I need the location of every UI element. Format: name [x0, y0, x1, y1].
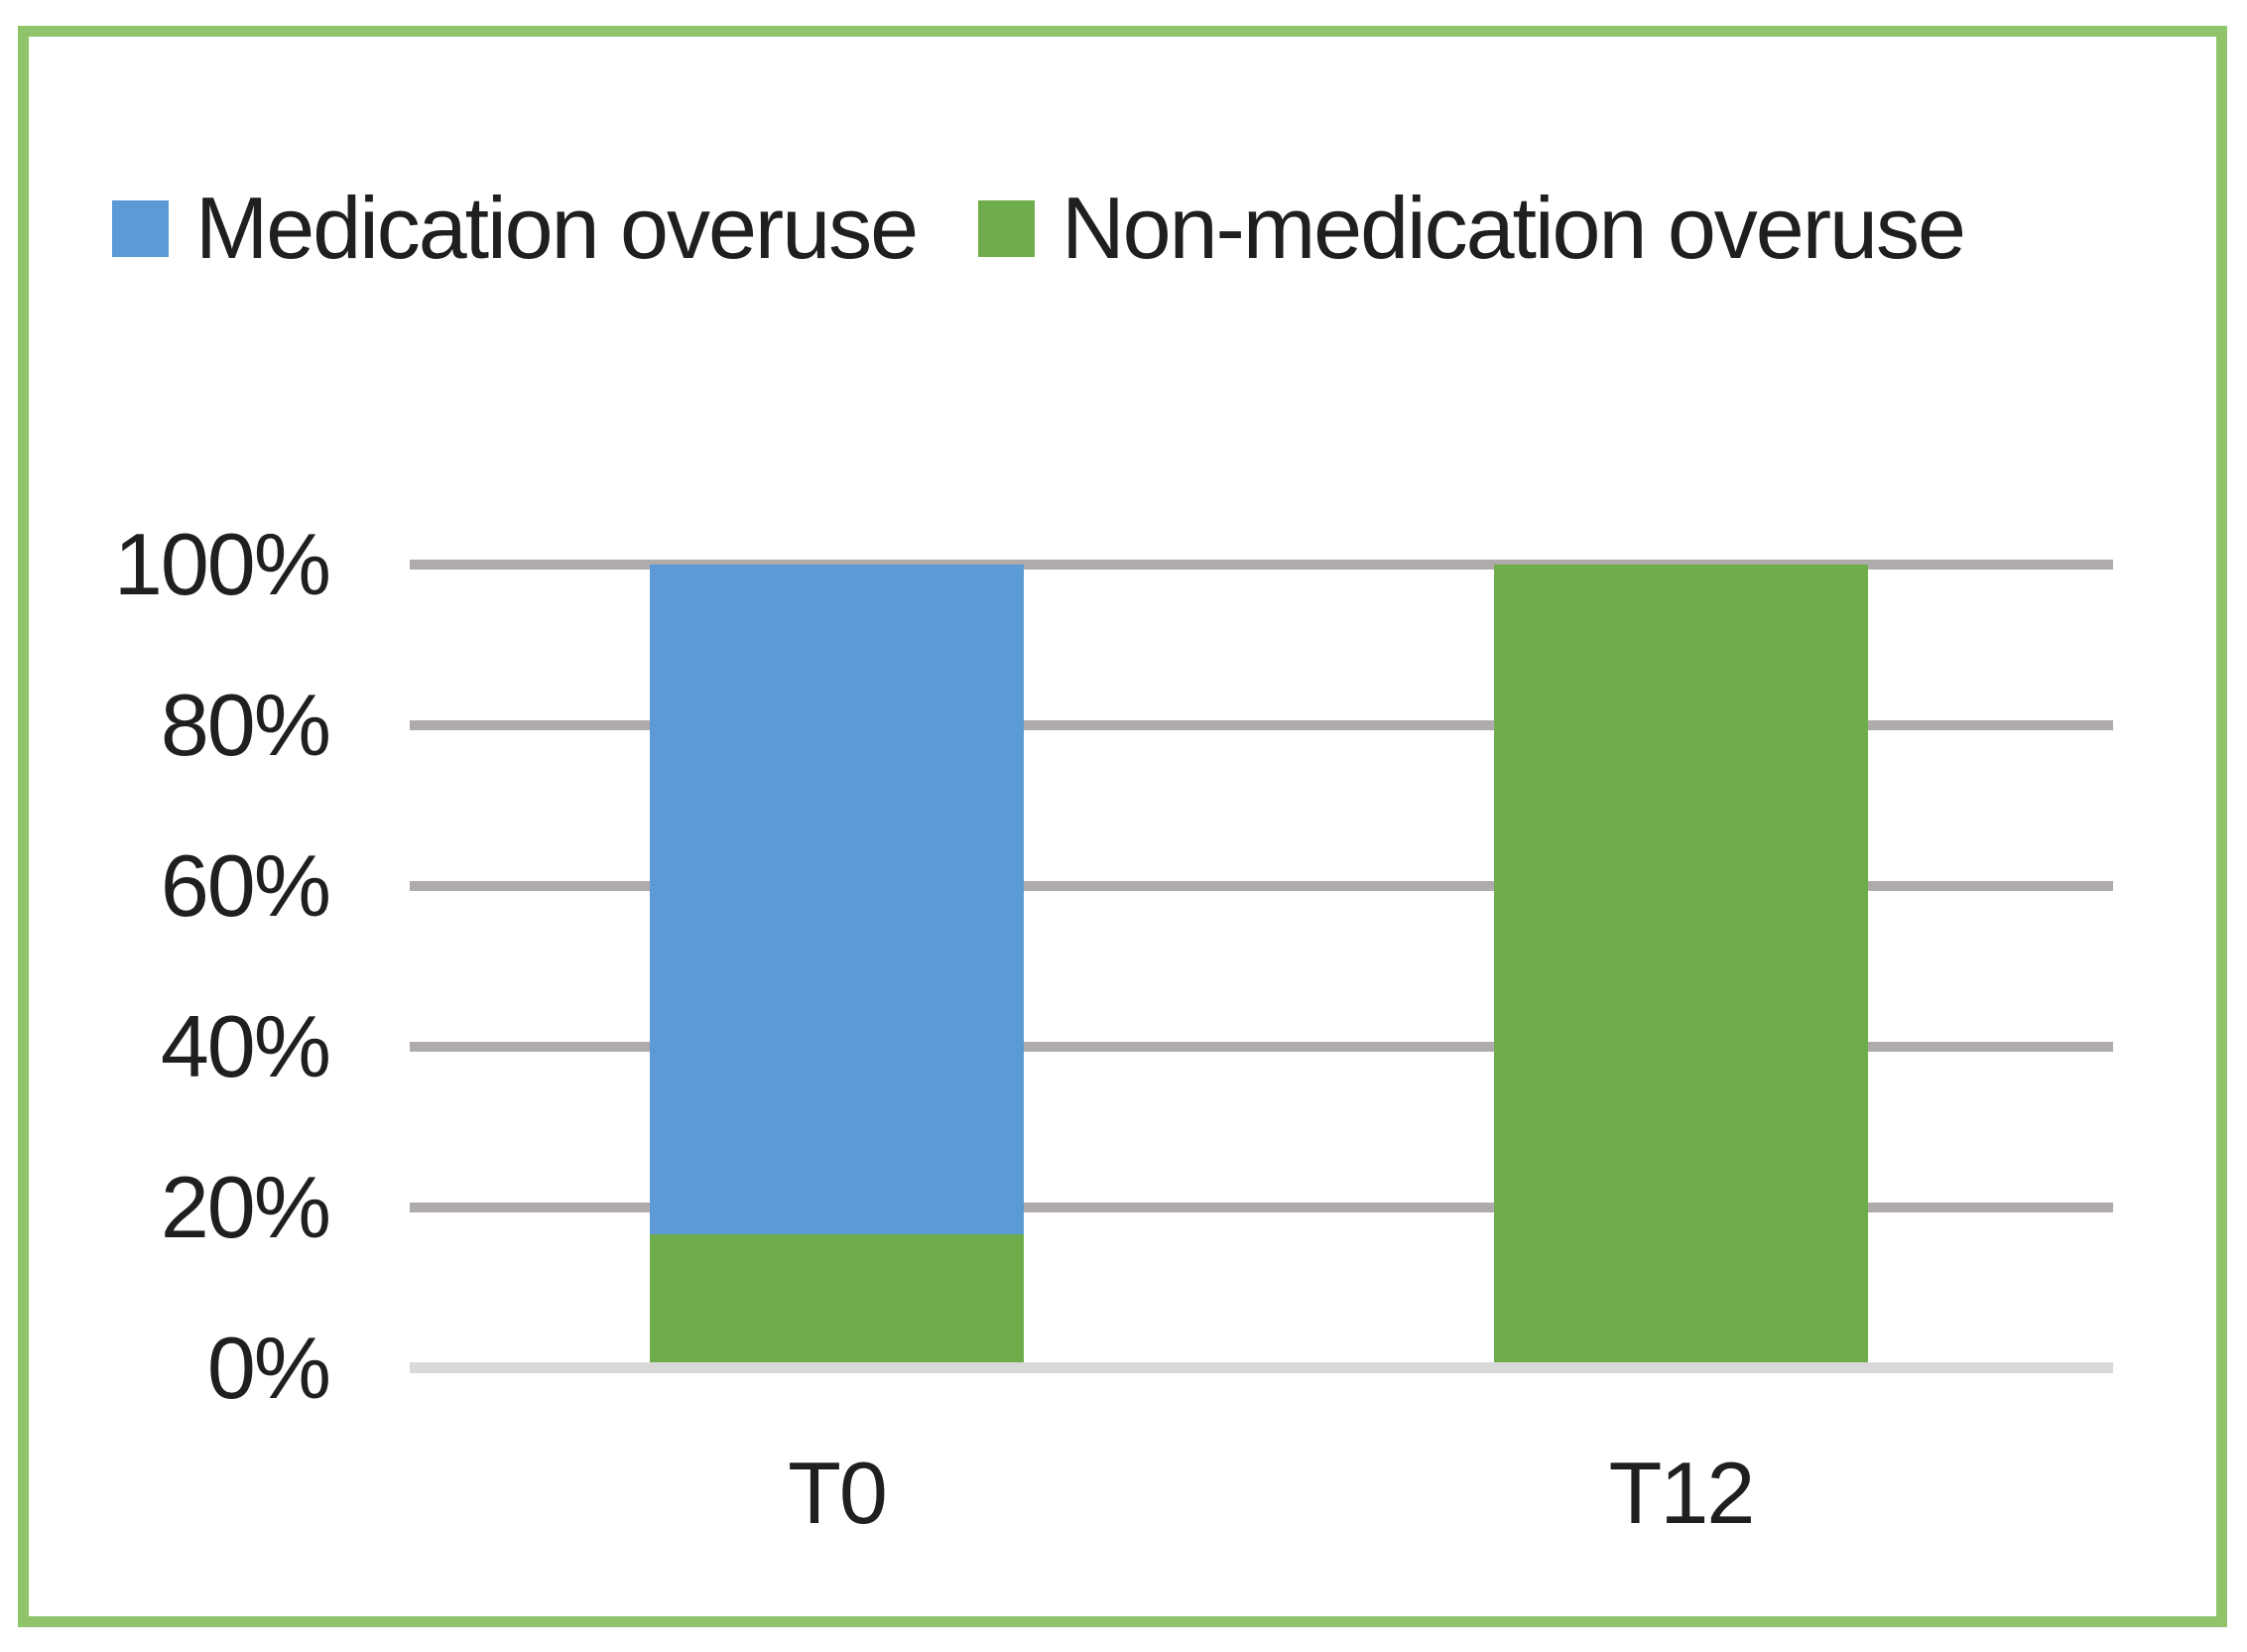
bar-t0-segment-medication-overuse [650, 565, 1024, 1235]
y-axis-tick-label: 80% [160, 676, 331, 774]
y-axis-tick-label: 40% [160, 997, 331, 1095]
bar-t12 [1494, 565, 1868, 1362]
bar-t0-segment-non-medication-overuse [650, 1234, 1024, 1362]
legend-item-non-medication-overuse: Non-medication overuse [978, 179, 1966, 277]
y-axis-tick-label: 20% [160, 1158, 331, 1256]
gridline-40pct [410, 1042, 2113, 1052]
legend-swatch-green-icon [978, 199, 1036, 257]
x-axis-label-t12: T12 [1608, 1444, 1756, 1542]
chart-legend: Medication overuse Non-medication overus… [112, 179, 1966, 277]
bar-t12-segment-non-medication-overuse [1494, 565, 1868, 1362]
legend-label: Medication overuse [195, 179, 919, 277]
legend-swatch-blue-icon [112, 199, 169, 257]
legend-item-medication-overuse: Medication overuse [112, 179, 919, 277]
chart-border-frame [18, 26, 2227, 1627]
gridline-100pct [410, 560, 2113, 570]
x-axis-baseline [410, 1362, 2113, 1373]
legend-label: Non-medication overuse [1061, 179, 1966, 277]
gridline-80pct [410, 720, 2113, 730]
y-axis-tick-label: 60% [160, 836, 331, 935]
gridline-20pct [410, 1203, 2113, 1212]
y-axis-tick-label: 0% [206, 1319, 331, 1417]
bar-t0 [650, 565, 1024, 1362]
y-axis-tick-label: 100% [113, 515, 331, 613]
x-axis-label-t0: T0 [788, 1444, 888, 1542]
gridline-60pct [410, 881, 2113, 891]
